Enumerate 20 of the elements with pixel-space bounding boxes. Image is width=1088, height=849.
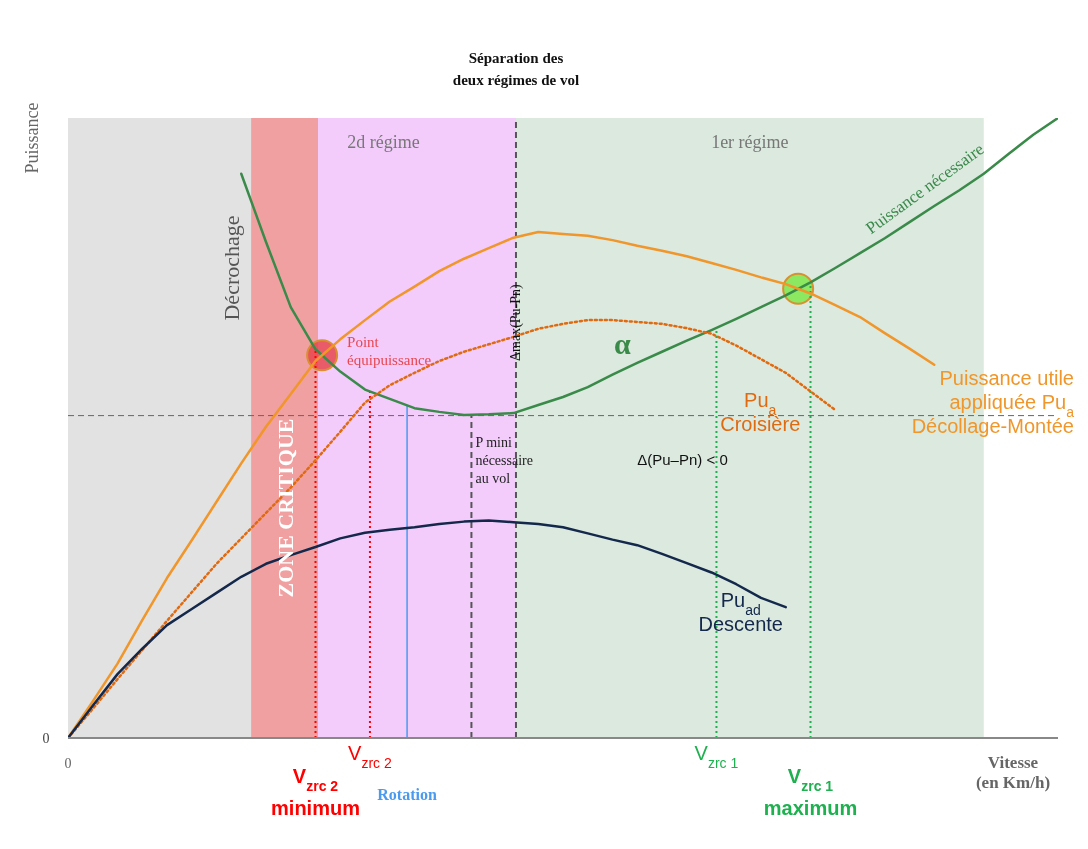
annotation: ZONE CRITIQUE <box>272 418 298 598</box>
text: Rotation <box>377 786 437 803</box>
text: V$_{zrc 1}$ maximum <box>763 765 858 819</box>
annotation: P mini nécessaire au vol <box>475 434 533 486</box>
annotation: Δmax(Pu-Pn) <box>508 283 525 361</box>
annotation: Δ(Pu–Pn) < 0 <box>637 451 728 469</box>
annotation: 1er régime <box>711 132 789 152</box>
text: V$_{zrc 1}$ <box>694 742 739 771</box>
y-axis-title: Puissance <box>22 102 42 174</box>
x-axis-title: Vitesse (en Km/h) <box>975 753 1051 792</box>
series-label: Puissance utile appliquée Pu$_{a}$ Décollage-Montée <box>911 366 1075 437</box>
annotation: α <box>614 326 632 360</box>
text: Séparation des deux régimes de vol <box>452 50 580 88</box>
text: 0 <box>64 756 72 771</box>
text: 0 <box>42 731 50 746</box>
annotation: 2d régime <box>347 132 420 152</box>
annotation: Point équipuissance <box>347 334 432 369</box>
series-label: Pu$_{a}$ Croisière <box>720 389 801 436</box>
series-label: Pu$_{ad}$ Descente <box>698 589 783 636</box>
annotation: Décrochage <box>219 215 245 321</box>
